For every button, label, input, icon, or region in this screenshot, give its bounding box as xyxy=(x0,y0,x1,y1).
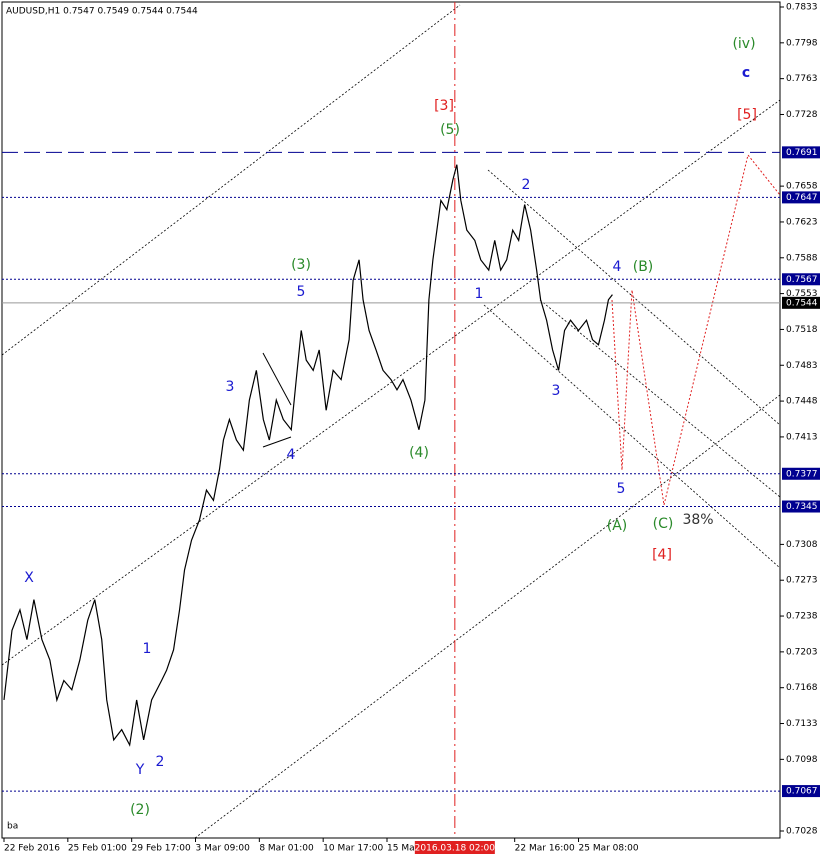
wave-label: (3) xyxy=(291,257,311,273)
trend-line xyxy=(262,352,292,406)
y-tick-label: 0.7798 xyxy=(786,38,818,48)
wave-label: 2 xyxy=(522,177,531,193)
price-label: 0.7544 xyxy=(786,298,818,308)
wave-label: (B) xyxy=(633,259,654,275)
trend-line xyxy=(262,436,292,448)
y-tick-label: 0.7203 xyxy=(786,647,818,657)
channel-line xyxy=(539,299,781,498)
x-tick-label: 29 Feb 17:00 xyxy=(132,844,191,854)
x-tick-label: 8 Mar 01:00 xyxy=(259,844,314,854)
x-tick-label: 22 Mar 16:00 xyxy=(515,844,575,854)
level-label-bg xyxy=(782,273,820,286)
cursor-label-bg xyxy=(414,841,495,854)
y-tick-label: 0.7448 xyxy=(786,397,818,407)
level-label: 0.7377 xyxy=(786,469,818,479)
y-tick-label: 0.7308 xyxy=(786,540,818,550)
wave-label: 2 xyxy=(156,754,165,770)
wave-label: Y xyxy=(135,762,145,778)
wave-label: (4) xyxy=(409,445,429,461)
wave-label: [3] xyxy=(434,98,454,114)
level-label: 0.7647 xyxy=(786,193,818,203)
y-tick-label: 0.7413 xyxy=(786,432,818,442)
y-tick-label: 0.7098 xyxy=(786,755,818,765)
wave-label: 4 xyxy=(613,259,622,275)
y-tick-label: 0.7833 xyxy=(786,3,818,13)
x-tick-label: 25 Feb 01:00 xyxy=(68,844,127,854)
wave-label: 1 xyxy=(143,641,152,657)
y-tick-label: 0.7133 xyxy=(786,719,818,729)
footer: ba xyxy=(7,822,18,832)
wave-label: 38% xyxy=(682,512,713,528)
channel-lines xyxy=(1,4,781,839)
wave-label: 1 xyxy=(475,286,484,302)
x-tick-label: 15 Ma xyxy=(387,844,415,854)
y-tick-label: 0.7028 xyxy=(786,827,818,837)
x-tick-label: 25 Mar 08:00 xyxy=(579,844,639,854)
y-tick-label: 0.7553 xyxy=(786,289,818,299)
cursor-label: 2016.03.18 02:00 xyxy=(415,844,496,854)
wave-label: [4] xyxy=(652,547,672,563)
y-tick-label: 0.7518 xyxy=(786,325,818,335)
y-tick-label: 0.7658 xyxy=(786,182,818,192)
wave-label: 3 xyxy=(226,379,235,395)
y-tick-label: 0.7588 xyxy=(786,253,818,263)
wave-label: (C) xyxy=(653,516,674,532)
wave-label: 5 xyxy=(617,481,626,497)
y-tick-label: 0.7728 xyxy=(786,110,818,120)
x-tick-label: 3 Mar 09:00 xyxy=(196,844,251,854)
wave-label: (iv) xyxy=(732,36,755,52)
y-tick-label: 0.7273 xyxy=(786,576,818,586)
wave-label: (2) xyxy=(130,802,150,818)
channel-line xyxy=(1,4,461,356)
wave-label: (5) xyxy=(440,122,460,138)
plot-frame xyxy=(1,1,781,839)
level-label: 0.7567 xyxy=(786,275,818,285)
wave-label: 4 xyxy=(287,447,296,463)
level-label: 0.7067 xyxy=(786,787,818,797)
chart-title: AUDUSD,H1 0.7547 0.7549 0.7544 0.7544 xyxy=(6,7,198,17)
y-tick-label: 0.7763 xyxy=(786,74,818,84)
wave-label: (A) xyxy=(607,518,628,534)
wave-label: 5 xyxy=(297,284,306,300)
y-tick-label: 0.7483 xyxy=(786,361,818,371)
y-tick-label: 0.7238 xyxy=(786,612,818,622)
y-tick-label: 0.7623 xyxy=(786,217,818,227)
forecast-path xyxy=(611,153,781,506)
wave-label: X xyxy=(24,570,34,586)
wave-label: c xyxy=(742,65,750,81)
x-tick-label: 22 Feb 2016 xyxy=(4,844,60,854)
channel-line xyxy=(487,169,781,426)
level-label-bg xyxy=(782,785,820,798)
price-line-series xyxy=(3,164,613,747)
level-label-bg xyxy=(782,500,820,513)
channel-line xyxy=(1,99,781,666)
wave-label: 3 xyxy=(552,383,561,399)
x-tick-label: 10 Mar 17:00 xyxy=(323,844,383,854)
wave-label: [5] xyxy=(737,107,757,123)
level-label-bg xyxy=(782,146,820,159)
channel-line xyxy=(483,304,781,569)
price-label-bg xyxy=(782,296,820,309)
level-label-bg xyxy=(782,467,820,480)
channel-line xyxy=(194,394,781,839)
level-label-bg xyxy=(782,191,820,204)
level-label: 0.7691 xyxy=(786,148,818,158)
level-label: 0.7345 xyxy=(786,502,818,512)
y-tick-label: 0.7168 xyxy=(786,683,818,693)
